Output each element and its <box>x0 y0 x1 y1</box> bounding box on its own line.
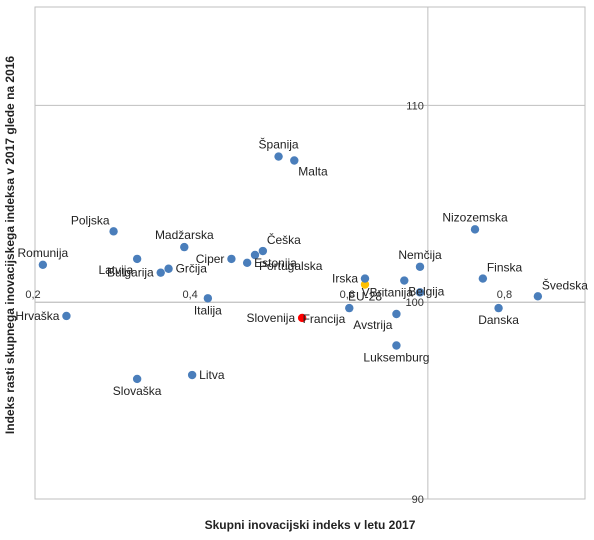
point-label-vbritanija: VBritanija <box>362 285 414 299</box>
data-point-madzarska <box>180 242 189 252</box>
data-point-svedska <box>533 292 543 301</box>
point-label-ciper: Ciper <box>196 252 225 266</box>
data-point-romunija <box>38 260 48 270</box>
x-tick-label: 0,2 <box>25 289 40 301</box>
data-point-francija <box>345 303 354 313</box>
point-label-slovaska: Slovaška <box>113 384 162 398</box>
data-point-belgija <box>400 276 409 285</box>
data-point-grcija <box>164 264 173 273</box>
data-points <box>38 152 543 384</box>
x-tick-label: 0,6 <box>340 289 355 301</box>
point-label-francija: Francija <box>303 312 346 326</box>
point-label-madzarska: Madžarska <box>155 228 214 242</box>
data-point-litva <box>187 370 197 380</box>
data-point-eu-28 <box>360 280 370 289</box>
data-point-danska <box>494 303 503 313</box>
data-point-estonija <box>242 258 252 268</box>
point-label-belgija: Belgija <box>408 285 444 299</box>
data-point-slovaska <box>132 374 142 384</box>
point-label-irska: Irska <box>332 272 358 286</box>
data-point-vbritanija <box>415 288 425 297</box>
y-tick-label: 90 <box>412 494 424 506</box>
y-axis-title: Indeks rasti skupnega inovacijskega inde… <box>3 56 17 435</box>
data-point-nemcija <box>415 262 425 271</box>
data-point-avstrija <box>392 309 401 319</box>
plot-area <box>34 6 586 500</box>
point-label-romunija: Romunija <box>18 246 69 260</box>
tick-labels: 0,2 0,4 0,6 0,8 90 100 110 <box>25 100 512 506</box>
data-point-finska <box>478 274 488 283</box>
y-tick-label: 110 <box>406 100 424 112</box>
point-label-eu-28: EU-28 <box>348 289 382 303</box>
data-point-slovenija <box>297 313 307 323</box>
data-point-ceska <box>258 246 268 256</box>
data-point-spanija <box>274 152 283 161</box>
x-tick-label: 0,8 <box>497 289 512 301</box>
data-point-irska <box>360 274 370 283</box>
data-point-poljska <box>109 227 118 236</box>
point-label-italija: Italija <box>194 303 222 317</box>
point-label-poljska: Poljska <box>71 213 110 227</box>
data-point-italija <box>203 294 213 303</box>
axes <box>35 7 585 499</box>
data-point-portugalska <box>250 250 260 260</box>
point-label-danska: Danska <box>478 313 519 327</box>
data-point-ciper <box>227 254 236 264</box>
point-label-malta: Malta <box>298 165 328 179</box>
point-label-nemcija: Nemčija <box>398 248 442 262</box>
data-point-hrvaska <box>62 311 71 321</box>
point-label-nizozemska: Nizozemska <box>442 210 508 224</box>
data-point-latvija <box>132 254 142 264</box>
data-point-nizozemska <box>470 225 480 234</box>
point-label-avstrija: Avstrija <box>353 318 392 332</box>
point-label-estonija: Estonija <box>254 256 297 270</box>
point-label-hrvaska: Hrvaška <box>15 309 59 323</box>
point-label-svedska: Švedska <box>542 277 588 292</box>
data-point-malta <box>290 156 299 165</box>
point-label-latvija: Latvija <box>98 263 133 277</box>
point-label-ceska: Češka <box>267 232 301 247</box>
x-axis-title: Skupni inovacijski indeks v letu 2017 <box>205 518 416 532</box>
data-point-luksemburg <box>392 341 401 350</box>
x-tick-label: 0,4 <box>182 289 197 301</box>
point-label-luksemburg: Luksemburg <box>363 350 429 364</box>
point-label-finska: Finska <box>487 261 523 275</box>
point-label-spanija: Španija <box>259 137 299 152</box>
point-label-grcija: Grčija <box>176 262 208 276</box>
point-labels: Romunija Bulgarija Poljska Latvija Madžarska… <box>15 137 588 398</box>
point-label-bulgarija: Bulgarija <box>107 266 154 280</box>
point-label-slovenija: Slovenija <box>246 311 295 325</box>
point-label-litva: Litva <box>199 368 225 382</box>
data-point-bulgarija <box>156 268 165 277</box>
y-tick-label: 100 <box>405 297 423 309</box>
point-label-portugalska: Portugalska <box>259 259 323 273</box>
